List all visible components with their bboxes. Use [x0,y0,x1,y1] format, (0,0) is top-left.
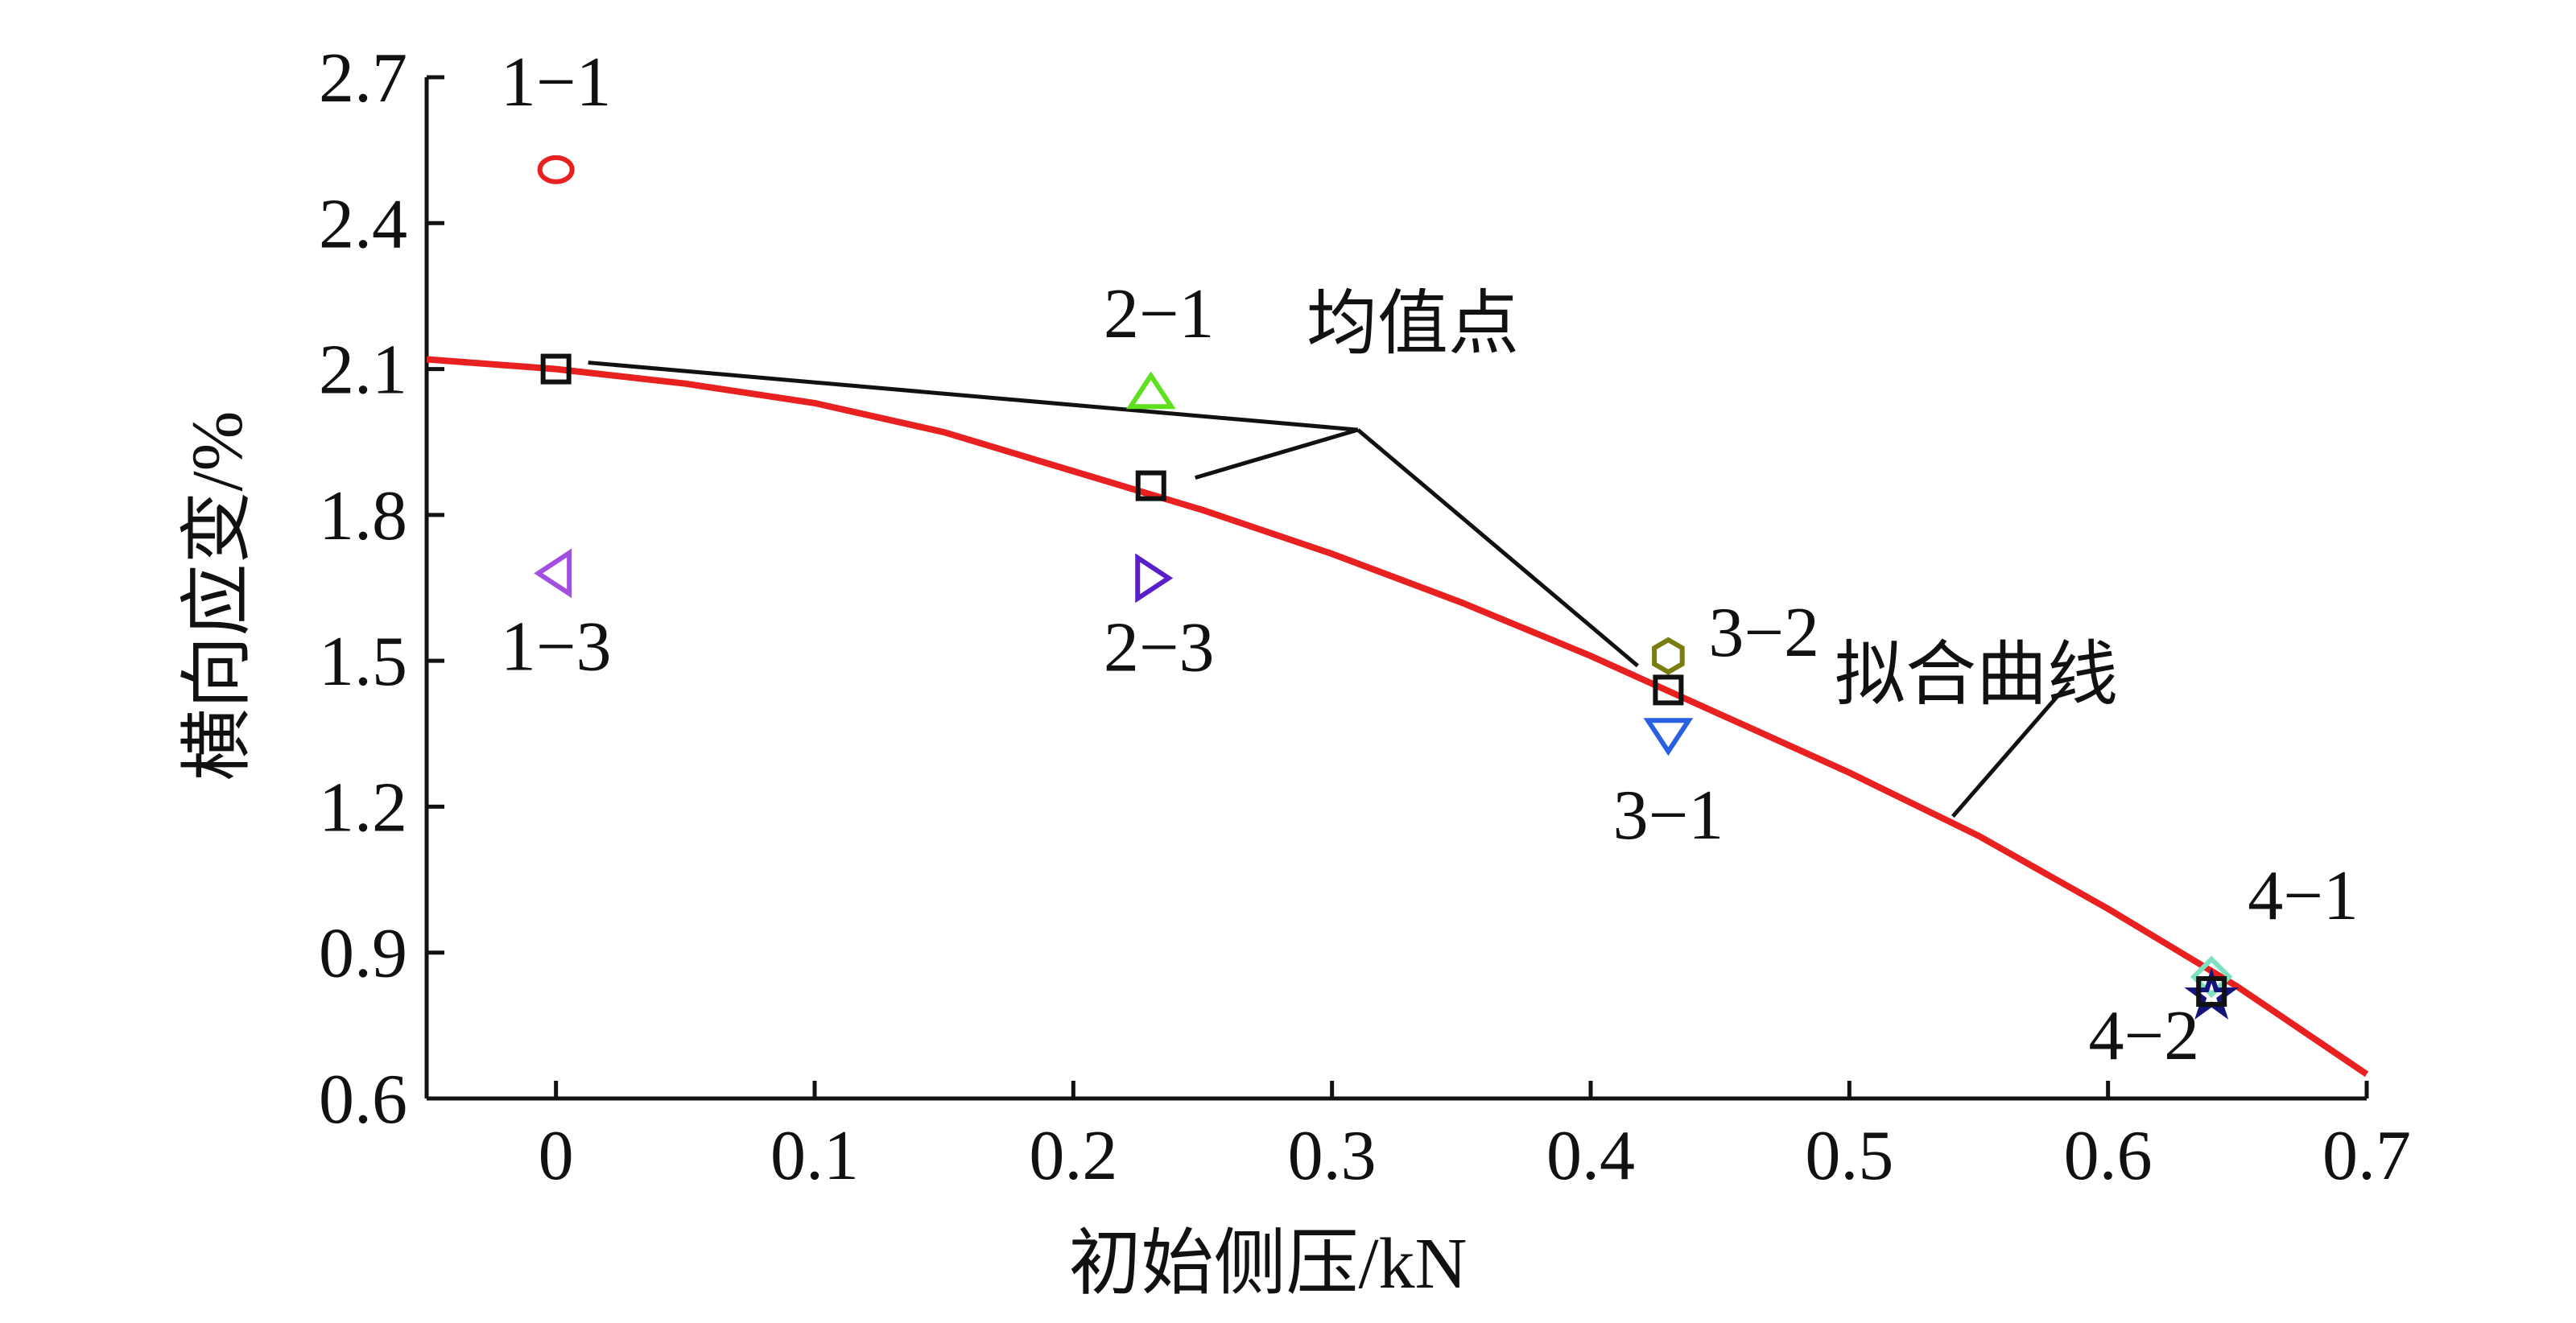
mean-point [2196,976,2227,1008]
data-point-triangle-left [534,548,572,599]
x-axis-label: 初始侧压/kN [1069,1224,1468,1304]
data-point-triangle-up [1125,371,1176,410]
y-tick-label: 0.9 [319,915,407,993]
y-tick-label: 2.7 [319,39,407,117]
callout-lines [588,361,2071,818]
data-point-triangle-right [1135,553,1174,604]
data-point-hexagon [1652,637,1685,675]
point-label: 4−2 [2089,997,2200,1075]
x-tick-label: 0.7 [2322,1117,2411,1195]
y-tick-label: 1.2 [319,769,407,847]
x-tick-label: 0.6 [2064,1117,2153,1195]
mean-point [1653,674,1684,706]
point-label: 1−3 [501,608,612,686]
point-label: 3−1 [1613,777,1724,855]
data-point-diamond [2190,955,2233,999]
x-tick-label: 0 [539,1117,574,1195]
point-label: 2−3 [1104,608,1215,686]
x-tick-label: 0.3 [1288,1117,1377,1195]
point-label: 2−1 [1104,275,1215,353]
data-point-circle [537,155,575,184]
point-label: 3−2 [1708,594,1819,672]
mean-point [1135,470,1166,501]
data-point-triangle-down [1643,718,1694,756]
y-tick-label: 1.8 [319,477,407,555]
fit-curve-layer [426,356,2369,1078]
y-tick-label: 0.6 [319,1061,407,1139]
y-tick-label: 2.1 [319,332,407,410]
mean-leader-line [1356,428,1640,668]
fit-curve-leader-line [1951,681,2071,818]
axes: 0 0.1 0.2 0.3 0.4 0.5 0.6 0.7 0.6 0.9 1.2 1.5 1.8 2.1… [319,39,2411,1195]
mean-points-label: 均值点 [1307,286,1519,364]
y-axis-label: 横向应变/% [178,411,258,781]
point-label: 1−1 [501,43,612,122]
mean-leader-line [588,361,1359,432]
x-tick-label: 0.1 [770,1117,859,1195]
y-tick-label: 1.5 [319,623,407,701]
x-tick-label: 0.5 [1805,1117,1893,1195]
x-tick-label: 0.4 [1546,1117,1635,1195]
y-tick-label: 2.4 [319,185,407,263]
markers-layer [534,155,2240,1020]
mean-leader-line [1195,427,1359,480]
x-tick-label: 0.2 [1029,1117,1117,1195]
point-label: 4−1 [2248,857,2359,935]
mean-point [540,353,572,385]
fit-curve-line [426,356,2369,1078]
fit-curve-label: 拟合曲线 [1835,637,2118,715]
